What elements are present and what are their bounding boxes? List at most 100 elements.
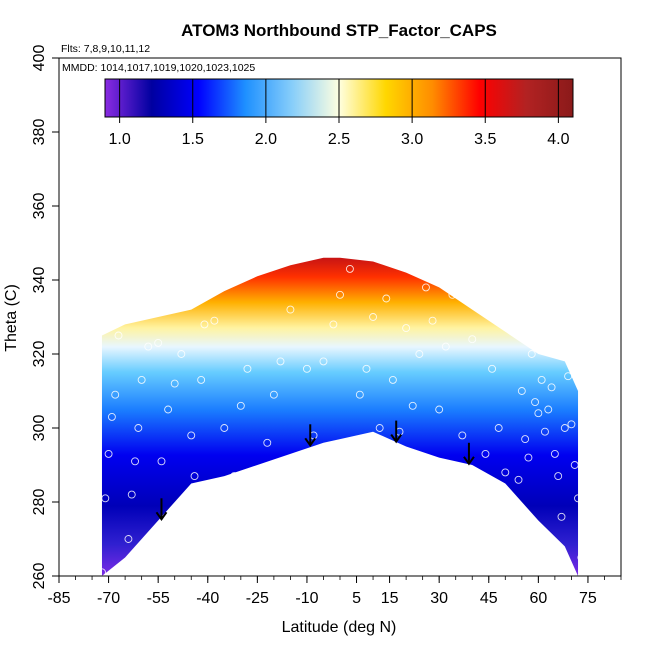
tropopause-arrow — [155, 498, 168, 522]
sample-point — [104, 449, 113, 458]
data-envelope — [101, 257, 579, 576]
sample-point — [276, 357, 285, 366]
x-tick-label: -25 — [246, 590, 269, 607]
sample-point — [269, 390, 278, 399]
y-tick-label: 320 — [31, 341, 48, 368]
sample-point — [187, 431, 196, 440]
flights-label: Flts: 7,8,9,10,11,12 — [61, 43, 150, 55]
sample-point — [382, 294, 391, 303]
sample-point — [422, 283, 430, 292]
y-tick-label: 400 — [31, 45, 48, 72]
sample-point — [560, 424, 569, 432]
sample-point — [531, 398, 539, 407]
sample-point — [286, 305, 295, 314]
sample-point — [253, 468, 262, 477]
sample-point — [501, 468, 510, 477]
sample-point — [468, 335, 477, 344]
x-tick-label: -55 — [147, 590, 170, 607]
sample-point — [507, 313, 516, 321]
x-axis-title: Latitude (deg N) — [282, 619, 397, 636]
y-tick-label: 340 — [31, 267, 48, 294]
sample-point — [210, 316, 219, 325]
sample-point — [458, 431, 467, 440]
sample-point — [514, 475, 523, 484]
sample-point — [101, 494, 110, 503]
y-tick-label: 260 — [31, 563, 48, 590]
sample-point — [388, 375, 397, 384]
y-axis-title: Theta (C) — [3, 284, 20, 352]
sample-point — [574, 494, 582, 503]
sample-point — [577, 553, 586, 562]
sample-point — [127, 490, 136, 499]
tropopause-arrow — [390, 420, 403, 444]
sample-point — [415, 350, 424, 358]
sample-point — [534, 409, 543, 418]
sample-point — [190, 472, 199, 481]
sample-point — [547, 383, 556, 392]
tropopause-arrow — [463, 442, 475, 466]
sample-point — [517, 387, 526, 395]
sample-point — [564, 372, 573, 381]
sample-point — [402, 324, 411, 333]
tropopause-arrow — [304, 424, 317, 448]
sample-point — [554, 472, 563, 481]
sample-point — [164, 405, 173, 414]
sample-point — [220, 424, 229, 432]
colorbar-ticks: 1.0 1.5 2.0 2.5 3.0 3.5 4.0 — [109, 79, 570, 148]
sample-point — [550, 449, 559, 458]
sample-point — [580, 483, 589, 492]
dates-label: MMDD: 1014,1017,1019,1020,1023,1025 — [62, 62, 255, 74]
sample-point — [137, 375, 146, 384]
x-tick-label: 45 — [480, 590, 498, 607]
sample-point — [369, 313, 378, 321]
sample-point — [121, 560, 130, 569]
sample-point — [131, 457, 139, 466]
sample-point — [448, 290, 457, 299]
sample-point — [177, 350, 186, 358]
sample-point — [362, 364, 371, 373]
sample-point — [134, 424, 143, 432]
x-tick-label: -40 — [196, 590, 219, 607]
sample-point — [481, 449, 490, 458]
sample-point — [355, 390, 364, 399]
sample-point — [329, 320, 338, 329]
sample-point — [570, 461, 579, 469]
y-axis: 260 280 300 320 340 360 380 400 — [31, 45, 59, 590]
x-tick-label: 30 — [430, 590, 448, 607]
sample-points — [98, 264, 589, 576]
sample-point — [537, 375, 546, 384]
heatmap-field — [101, 257, 579, 576]
colorbar-tick-label: 3.0 — [401, 131, 423, 148]
sample-point — [200, 320, 209, 329]
sample-point — [408, 401, 417, 410]
sample-point — [435, 405, 444, 414]
sample-point — [111, 390, 120, 399]
sample-point — [124, 535, 133, 543]
sample-point — [527, 350, 536, 358]
sample-point — [230, 472, 239, 481]
sample-point — [170, 379, 179, 388]
sample-point — [567, 420, 576, 429]
sample-point — [144, 342, 153, 351]
x-tick-label: 5 — [352, 590, 361, 607]
y-tick-label: 280 — [31, 489, 48, 516]
colorbar-tick-label: 3.5 — [474, 131, 496, 148]
sample-point — [488, 364, 497, 373]
sample-point — [114, 331, 123, 340]
sample-point — [494, 424, 503, 432]
sample-point — [474, 301, 483, 310]
sample-point — [345, 264, 354, 273]
sample-point — [236, 401, 245, 410]
x-tick-label: -85 — [47, 590, 70, 607]
x-tick-label: 75 — [579, 590, 597, 607]
x-tick-label: 60 — [529, 590, 547, 607]
x-tick-label: 15 — [381, 590, 399, 607]
colorbar-tick-label: 1.0 — [109, 131, 131, 148]
y-tick-label: 300 — [31, 415, 48, 442]
x-tick-label: -10 — [295, 590, 318, 607]
colorbar-tick-label: 1.5 — [182, 131, 204, 148]
x-tick-label: -70 — [97, 590, 120, 607]
colorbar-tick-label: 2.0 — [255, 131, 277, 148]
colorbar-tick-label: 2.5 — [328, 131, 350, 148]
sample-point — [441, 342, 450, 351]
